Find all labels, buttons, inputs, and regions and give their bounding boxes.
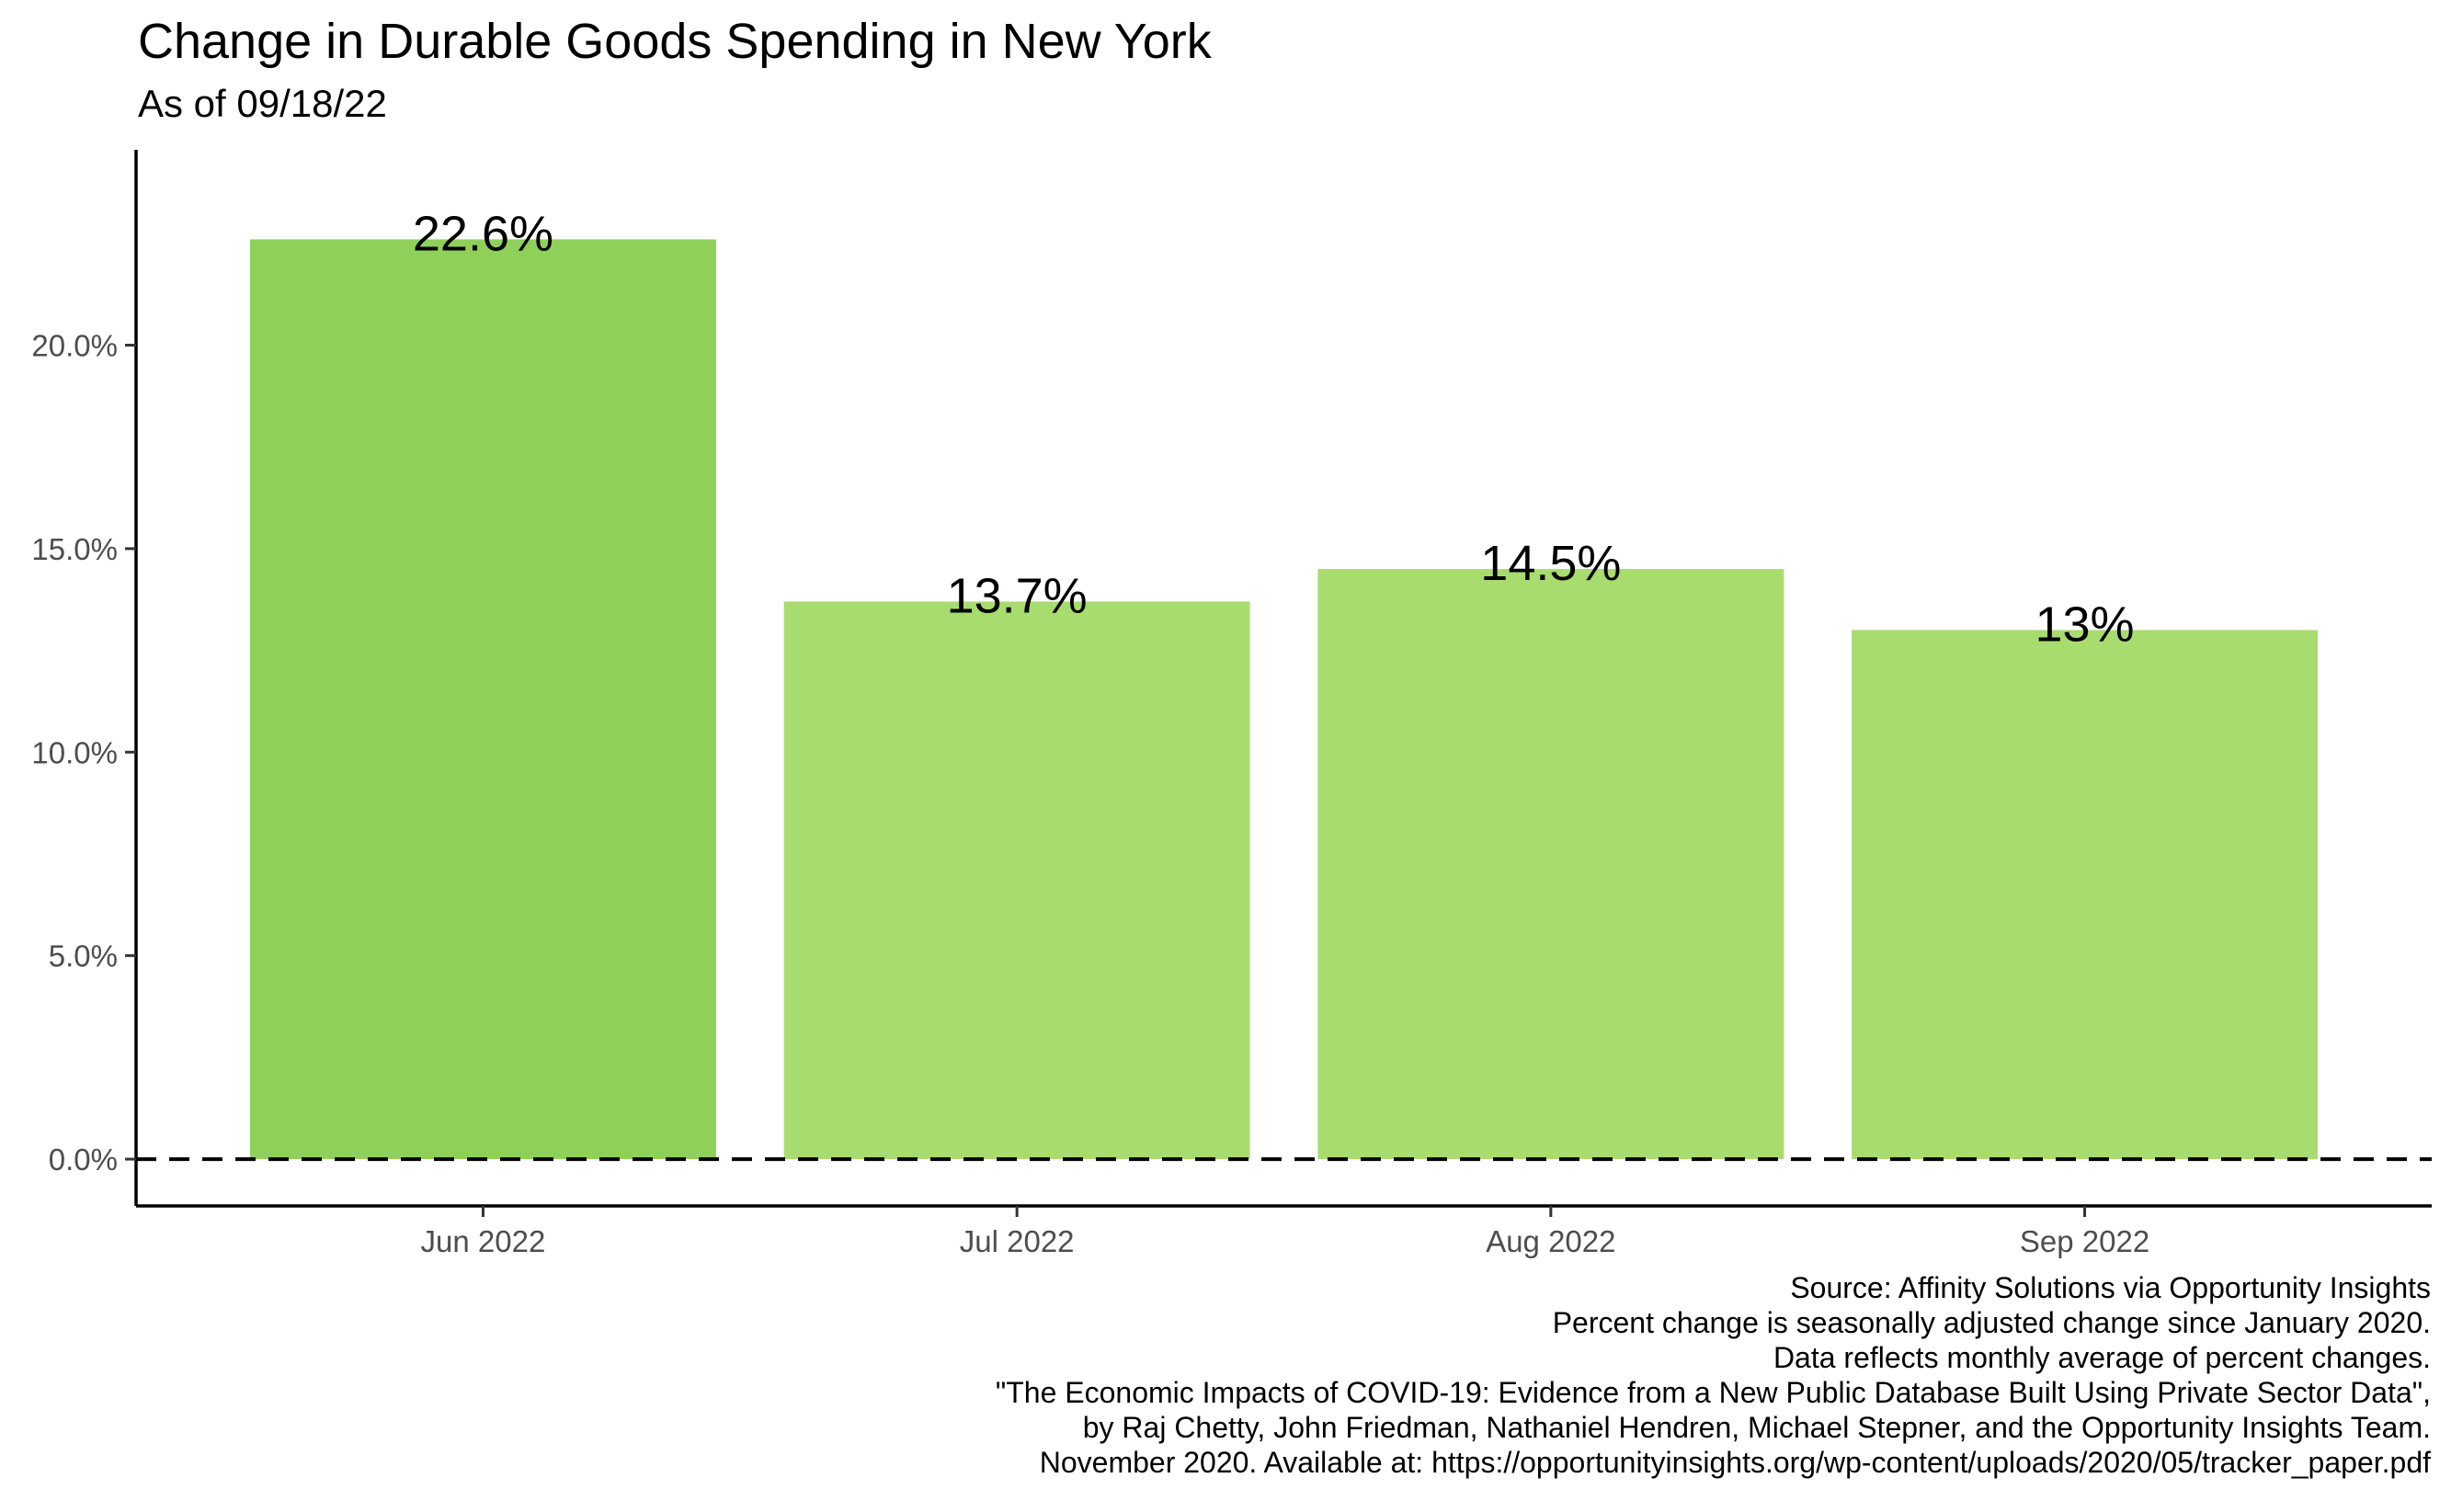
y-tick-label: 15.0% — [31, 532, 118, 566]
x-tick-label: Jul 2022 — [960, 1224, 1075, 1258]
caption-line-url: November 2020. Available at: https://opp… — [1039, 1446, 2431, 1479]
caption-line-source: Source: Affinity Solutions via Opportuni… — [1790, 1271, 2431, 1304]
bar-value-label: 13.7% — [947, 568, 1088, 623]
x-tick-label: Sep 2022 — [2020, 1224, 2149, 1258]
chart-subtitle: As of 09/18/22 — [138, 82, 387, 125]
bar — [249, 239, 716, 1160]
bars — [249, 239, 2319, 1160]
bar — [783, 601, 1250, 1160]
bar-value-label: 22.6% — [413, 206, 553, 261]
caption-line-authors: by Raj Chetty, John Friedman, Nathaniel … — [1082, 1411, 2431, 1444]
chart-title: Change in Durable Goods Spending in New … — [138, 14, 1212, 69]
y-tick-label: 10.0% — [31, 735, 118, 769]
y-tick-label: 0.0% — [49, 1143, 118, 1177]
y-tick-label: 20.0% — [31, 329, 118, 363]
chart-caption: Source: Affinity Solutions via Opportuni… — [996, 1270, 2431, 1480]
caption-line-paper-title: "The Economic Impacts of COVID-19: Evide… — [995, 1376, 2431, 1409]
bar — [1852, 630, 2319, 1160]
x-tick-label: Aug 2022 — [1486, 1224, 1615, 1258]
bar-value-label: 14.5% — [1480, 536, 1621, 591]
bar — [1317, 569, 1784, 1160]
caption-line-method: Percent change is seasonally adjusted ch… — [1552, 1306, 2431, 1339]
x-axis-ticks: Jun 2022 Jul 2022 Aug 2022 Sep 2022 — [421, 1206, 2149, 1258]
caption-line-average: Data reflects monthly average of percent… — [1773, 1341, 2431, 1374]
x-tick-label: Jun 2022 — [421, 1224, 546, 1258]
bar-value-labels: 22.6% 13.7% 14.5% 13% — [413, 206, 2135, 652]
y-axis-ticks: 0.0% 5.0% 10.0% 15.0% 20.0% — [31, 329, 136, 1177]
y-tick-label: 5.0% — [49, 939, 118, 973]
bar-value-label: 13% — [2035, 597, 2134, 652]
